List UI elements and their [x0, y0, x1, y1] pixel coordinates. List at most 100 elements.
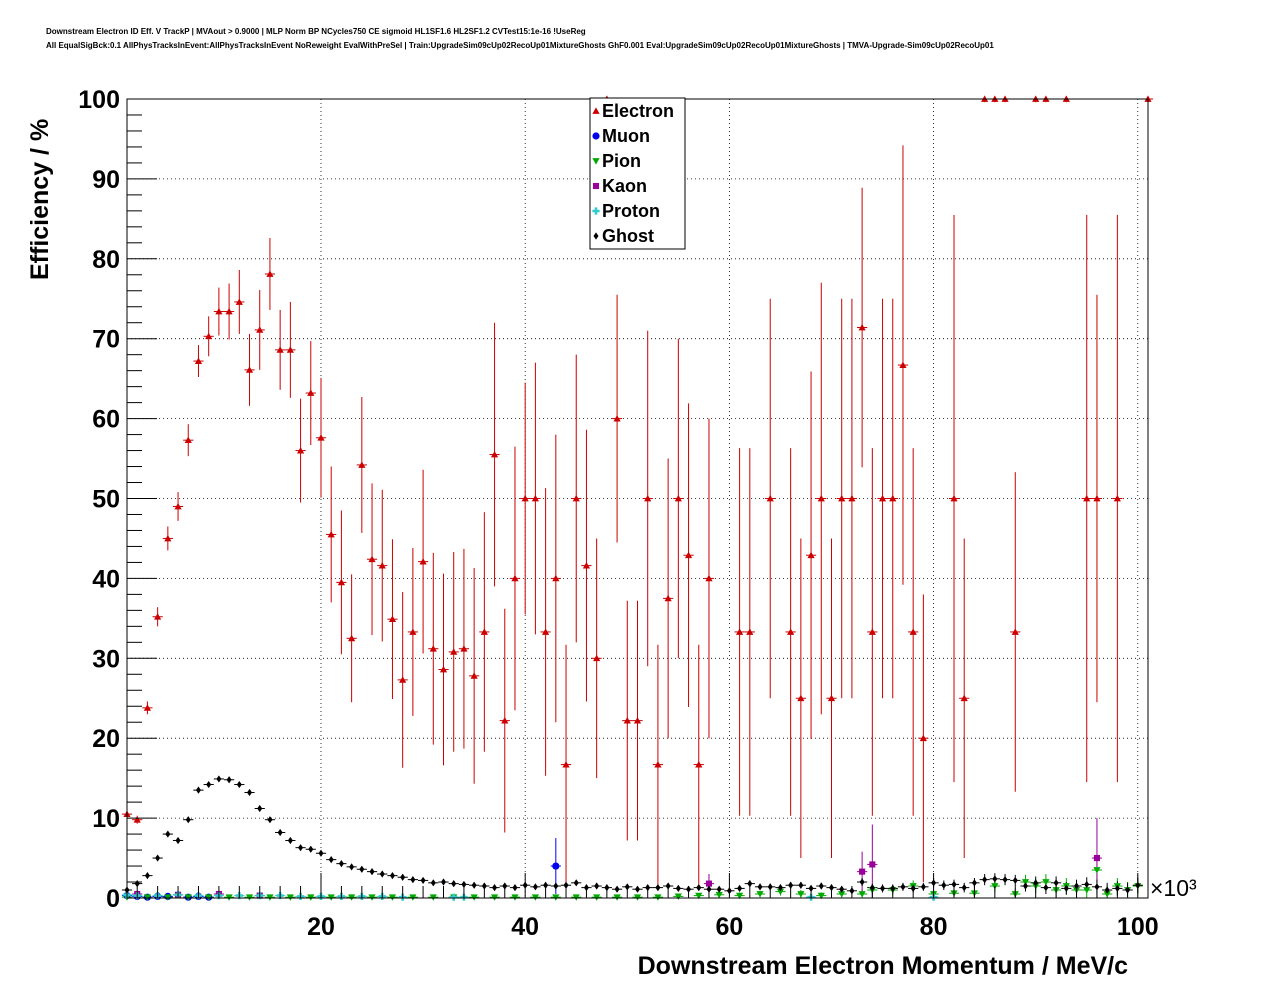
kaon-point — [705, 880, 713, 887]
electron-point — [797, 694, 805, 702]
ghost-point — [1043, 884, 1049, 892]
electron-point — [919, 734, 927, 742]
pion-point — [1093, 867, 1101, 874]
y-tick-label: 100 — [78, 86, 120, 114]
ghost-point — [400, 873, 406, 881]
ghost-point — [440, 878, 447, 886]
electron-point — [450, 648, 458, 655]
electron-point — [225, 307, 233, 315]
electron-point — [327, 530, 335, 538]
ghost-point — [1022, 882, 1028, 890]
ghost-point — [1053, 879, 1059, 887]
y-tick-label: 0 — [106, 885, 120, 913]
electron-point — [878, 494, 887, 502]
electron-point — [674, 494, 682, 502]
ghost-point — [614, 885, 620, 893]
proton-point — [450, 893, 458, 901]
ghost-point — [971, 879, 977, 887]
ghost-point — [420, 876, 426, 885]
ghost-point — [512, 884, 518, 892]
legend-marker-proton — [592, 207, 600, 215]
ghost-point — [920, 883, 926, 891]
electron-point — [337, 578, 346, 586]
x-tick-label: 100 — [1117, 913, 1159, 941]
ghost-point — [165, 830, 171, 838]
legend-label-ghost: Ghost — [602, 226, 654, 246]
electron-point — [644, 494, 652, 502]
pion-point — [1021, 879, 1030, 886]
ghost-point — [1002, 876, 1008, 884]
electron-point — [889, 494, 897, 502]
legend-marker-pion — [592, 158, 600, 165]
electron-point — [348, 634, 356, 642]
ghost-point — [1104, 886, 1110, 894]
ghost-point — [155, 854, 161, 862]
ghost-point — [410, 876, 416, 884]
ghost-point — [287, 836, 293, 845]
ghost-point — [716, 885, 722, 893]
ghost-point — [1063, 884, 1069, 893]
electron-point — [572, 494, 580, 502]
y-axis-label: Efficiency / % — [26, 119, 54, 280]
ghost-point — [737, 884, 743, 893]
ghost-point — [543, 881, 549, 889]
ghost-point — [318, 849, 324, 857]
ghost-point — [573, 879, 579, 887]
ghost-point — [175, 836, 181, 845]
electron-point — [705, 574, 713, 582]
pion-point — [858, 891, 866, 898]
electron-point — [531, 494, 539, 502]
electron-point — [899, 361, 907, 368]
electron-point — [205, 332, 213, 340]
axis-ticks — [127, 98, 1139, 899]
electron-point — [593, 654, 601, 662]
electron-point — [1113, 494, 1121, 502]
chart-title-line2: All EqualSigBck:0.1 AllPhysTracksInEvent… — [46, 41, 994, 50]
electron-point — [960, 694, 968, 702]
ghost-point — [492, 884, 498, 892]
ghost-point — [696, 884, 702, 892]
electron-point — [521, 494, 529, 502]
ghost-point — [257, 804, 263, 813]
muon-point — [552, 862, 560, 870]
electron-point — [736, 628, 744, 635]
electron-point — [582, 562, 591, 569]
ghost-point — [1125, 886, 1131, 894]
pion-point — [1103, 891, 1111, 898]
electron-point — [133, 816, 141, 823]
electron-point — [868, 628, 876, 635]
chart-title-line1: Downstream Electron ID Eff. V TrackP | M… — [46, 27, 586, 36]
ghost-point — [298, 844, 304, 852]
ghost-point — [451, 880, 457, 888]
pion-point — [715, 891, 723, 899]
electron-point — [460, 645, 468, 652]
ghost-point — [369, 868, 375, 876]
electron-point — [174, 502, 182, 510]
legend-label-muon: Muon — [602, 126, 650, 146]
kaon-point — [869, 861, 876, 868]
electron-point — [307, 389, 315, 396]
ghost-point — [1012, 876, 1018, 885]
electron-point — [1083, 494, 1091, 502]
ghost-point — [430, 879, 436, 887]
ghost-point — [328, 856, 334, 864]
ghost-point — [859, 878, 865, 886]
ghost-point — [359, 865, 365, 873]
ghost-point — [185, 816, 191, 824]
ghost-point — [461, 880, 467, 889]
pion-point — [1042, 879, 1050, 886]
x-tick-label: 80 — [920, 913, 948, 941]
pion-point — [838, 891, 846, 898]
electron-point — [664, 594, 672, 602]
ghost-point — [349, 863, 355, 871]
electron-point — [184, 436, 192, 444]
x-tick-label: 60 — [715, 913, 743, 941]
legend-box — [589, 97, 686, 250]
electron-point — [194, 357, 203, 364]
ghost-point — [992, 875, 998, 883]
legend-label-pion: Pion — [602, 151, 641, 171]
ghost-point — [236, 780, 242, 789]
electron-point — [470, 672, 478, 679]
ghost-point — [757, 883, 763, 891]
